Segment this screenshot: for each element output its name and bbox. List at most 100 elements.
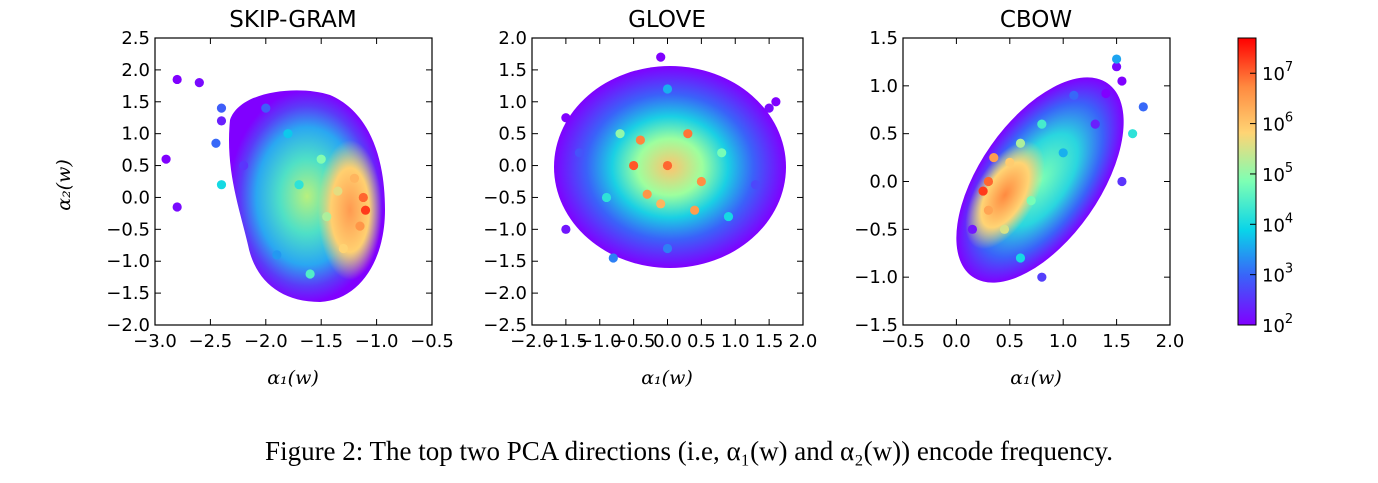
data-point <box>211 138 221 148</box>
colorbar-tick-label: 102 <box>1262 312 1293 337</box>
y-tick-label: −1.0 <box>483 219 527 240</box>
y-tick-label: 2.0 <box>121 60 150 81</box>
data-point <box>690 205 700 215</box>
data-point <box>696 176 706 187</box>
panel-cbow: CBOW −0.5 0.0 0.5 1.0 1.5 2.0 −1.5 −1.0 −0.5 0.0… <box>854 7 1184 389</box>
y-tick-label: −2.5 <box>483 315 527 336</box>
y-tick-label: −1.5 <box>854 315 898 336</box>
data-point <box>322 211 332 222</box>
y-tick-label: −2.0 <box>483 283 527 304</box>
data-point <box>358 192 368 203</box>
scatter-points <box>161 74 371 279</box>
scatter-points <box>967 54 1148 282</box>
data-point <box>1112 62 1122 72</box>
data-point <box>294 180 304 190</box>
y-tick-label: 2.0 <box>498 28 527 49</box>
y-tick-label: −2.0 <box>106 315 150 336</box>
data-point <box>999 224 1010 234</box>
data-point <box>635 135 646 145</box>
data-point <box>1117 76 1127 86</box>
scatter-points <box>561 52 781 263</box>
y-tick-label: −0.5 <box>483 187 527 208</box>
point-cloud <box>956 77 1124 283</box>
data-point <box>662 243 673 254</box>
data-point <box>360 205 371 215</box>
x-tick-label: −2.5 <box>189 331 233 352</box>
x-tick-label: −3.0 <box>133 331 177 352</box>
data-point <box>316 154 326 164</box>
data-point <box>1037 119 1047 129</box>
data-point <box>662 160 673 171</box>
y-tick-label: −0.5 <box>106 219 150 240</box>
data-point <box>723 211 734 222</box>
colorbar-tick-label: 104 <box>1262 211 1293 236</box>
chart-title: CBOW <box>1000 7 1072 33</box>
colorbar-tick-label: 106 <box>1262 111 1293 136</box>
data-point <box>1101 88 1111 99</box>
y-tick-label: 0.0 <box>498 156 527 177</box>
data-point <box>978 186 988 196</box>
data-point <box>717 148 727 158</box>
x-axis-label: α₁(w) <box>267 367 319 389</box>
data-point <box>1128 129 1138 139</box>
data-point <box>1037 272 1047 282</box>
y-tick-label: 2.5 <box>121 28 150 49</box>
x-tick-label: 0.5 <box>687 331 716 352</box>
x-tick-label: −1.0 <box>355 331 399 352</box>
data-point <box>601 192 612 203</box>
data-point <box>683 129 693 139</box>
y-tick-label: 1.5 <box>869 28 898 49</box>
data-point <box>764 103 774 113</box>
data-point <box>1015 138 1026 148</box>
x-tick-label: 0.0 <box>942 331 971 352</box>
y-axis: −2.5 −2.0 −1.5 −1.0 −0.5 0.0 0.5 1.0 1.5 2.0 <box>483 28 803 336</box>
data-point <box>239 160 249 171</box>
x-tick-label: 2.0 <box>789 331 818 352</box>
y-tick-label: 1.5 <box>498 60 527 81</box>
x-axis: −2.0−1.5−1.0−0.50.0 0.5 1.0 1.5 2.0 <box>510 38 817 352</box>
data-point <box>1015 253 1026 263</box>
x-tick-label: −1.5 <box>544 331 588 352</box>
data-point <box>172 202 182 212</box>
data-point <box>1058 148 1068 158</box>
data-point <box>355 221 365 231</box>
y-tick-label: 1.5 <box>121 92 150 113</box>
data-point <box>983 205 994 215</box>
data-point <box>771 97 781 107</box>
data-point <box>750 180 761 190</box>
x-tick-label: 1.0 <box>721 331 750 352</box>
x-tick-label: −1.0 <box>578 331 622 352</box>
x-axis: −0.5 0.0 0.5 1.0 1.5 2.0 <box>881 38 1184 352</box>
x-tick-label: 0.0 <box>653 331 682 352</box>
data-point <box>989 152 999 163</box>
figure-caption: Figure 2: The top two PCA directions (i.… <box>265 436 1113 466</box>
panel-skip-gram: SKIP-GRAM −3.0 −2.5 −2.0 −1.5 −1.0 −0.5 −2.0−… <box>53 7 454 389</box>
chart-title: GLOVE <box>628 7 706 33</box>
x-tick-label: 0.5 <box>995 331 1024 352</box>
y-axis: −2.0 −1.5 −1.0 −0.5 0.0 0.5 1.0 1.5 2.0 2.5 <box>106 28 432 336</box>
data-point <box>161 154 171 164</box>
colorbar: 102 103 104 105 106 107 <box>1237 37 1293 337</box>
data-point <box>608 253 618 263</box>
x-tick-label: 1.5 <box>1102 331 1131 352</box>
data-point <box>615 129 625 139</box>
data-point <box>261 103 271 113</box>
data-point <box>338 243 348 254</box>
colorbar-tick-label: 103 <box>1262 262 1293 287</box>
y-tick-label: 0.5 <box>869 124 898 145</box>
x-tick-label: −0.5 <box>612 331 656 352</box>
y-tick-label: −0.5 <box>854 219 898 240</box>
y-axis: −1.5 −1.0 −0.5 0.0 0.5 1.0 1.5 <box>854 28 1170 336</box>
x-tick-label: 1.0 <box>1049 331 1078 352</box>
x-tick-label: −2.0 <box>244 331 288 352</box>
data-point <box>172 74 182 85</box>
data-point <box>1069 90 1079 100</box>
data-point <box>1090 119 1100 129</box>
data-point <box>656 199 666 209</box>
data-point <box>574 148 585 158</box>
data-point <box>656 52 666 62</box>
data-point <box>662 84 673 94</box>
data-point <box>272 250 282 260</box>
data-point <box>1138 102 1148 112</box>
y-tick-label: −1.0 <box>854 267 898 288</box>
